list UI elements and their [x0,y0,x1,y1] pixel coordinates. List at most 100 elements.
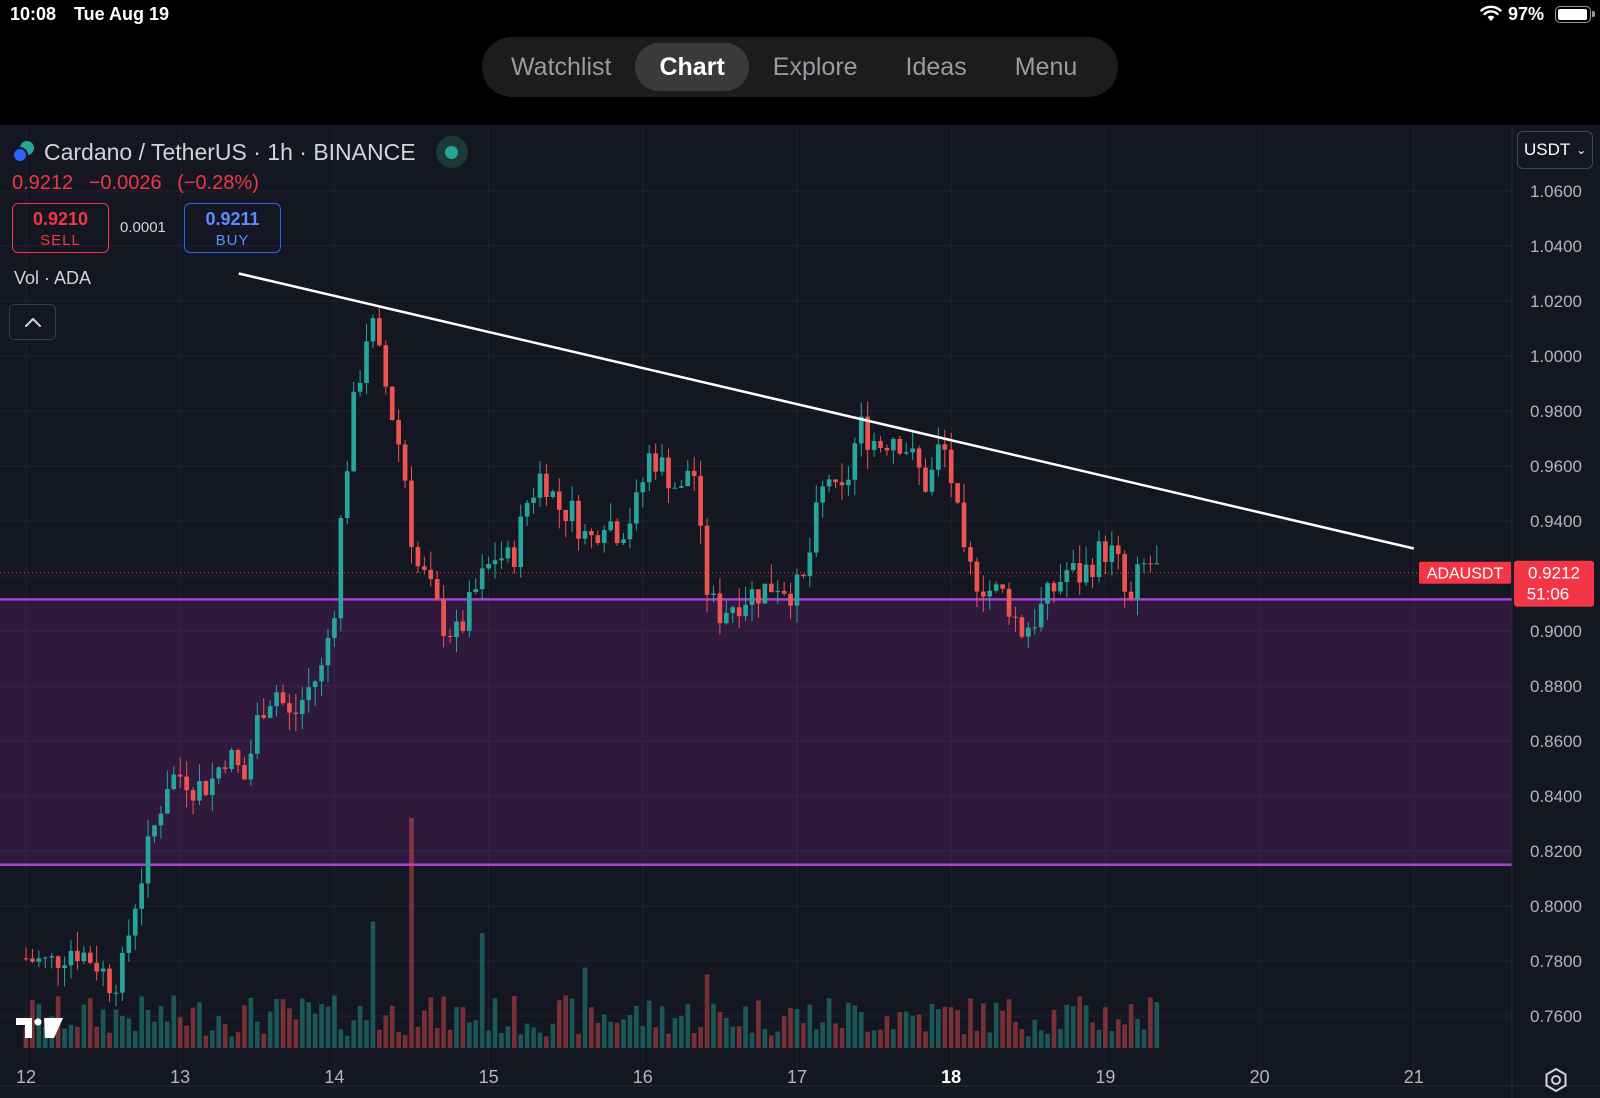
settings-gear-icon[interactable] [1543,1067,1569,1093]
buy-button[interactable]: 0.9211 BUY [184,203,281,253]
sell-price: 0.9210 [32,209,89,229]
support-zone [0,599,1512,865]
volume-indicator-label[interactable]: Vol · ADA [14,268,92,288]
price-chart[interactable]: 1.0600 1.0400 1.0200 1.0000 0.9800 0.9600 0.94… [0,125,1600,1098]
volume-bar [987,1032,993,1048]
candle-body [736,607,742,617]
candle-body [460,621,466,631]
spread-value: 0.0001 [120,219,166,236]
candle-body [1070,563,1076,571]
candle-body [299,700,305,715]
candle-body [126,935,132,953]
volume-bar [177,1017,183,1048]
candle-body [415,547,421,567]
x-tick-label: 17 [787,1067,807,1087]
currency-select[interactable]: USDT ⌄ [1517,131,1593,169]
volume-bar [961,1034,967,1048]
volume-bar [100,1009,106,1048]
candle-body [254,715,260,754]
candle-body [68,950,74,966]
volume-bar [460,1007,466,1048]
tab-watchlist[interactable]: Watchlist [511,52,612,81]
coin-pair-icon [12,141,34,163]
candle-body [267,706,273,718]
volume-bar [293,1019,299,1048]
symbol-price-tag-label: ADAUSDT [1427,566,1504,583]
candle-body [871,441,877,450]
volume-bar [383,1015,389,1048]
volume-bar [499,1032,504,1048]
candle-body [743,604,748,617]
volume-bar [955,1010,960,1048]
volume-bar [344,1035,350,1048]
volume-bar [685,1003,691,1048]
candle-body [544,473,549,497]
volume-bar [948,1007,954,1048]
volume-bar [165,1021,170,1048]
volume-bar [229,1036,234,1048]
tab-explore[interactable]: Explore [772,52,858,81]
volume-bar [254,1021,260,1048]
tab-ideas[interactable]: Ideas [905,52,967,81]
x-tick-label: 21 [1404,1067,1424,1087]
volume-bar [1128,1004,1134,1048]
volume-bar [107,1032,112,1048]
volume-bar [190,1007,196,1048]
volume-bar [897,1012,903,1048]
volume-bar [36,1004,42,1048]
candle-body [582,531,588,539]
wifi-icon [1480,5,1502,21]
volume-bar [916,1014,922,1048]
chart-area[interactable]: 1.0600 1.0400 1.0200 1.0000 0.9800 0.9600 0.94… [0,125,1600,1098]
tab-menu[interactable]: Menu [1014,52,1078,81]
candle-body [608,521,613,531]
candle-body [858,416,864,444]
candle-body [891,438,896,451]
candle-body [145,836,151,884]
candle-body [923,467,928,492]
candle-body [113,992,119,994]
volume-bar [679,1015,684,1048]
volume-bar [467,1022,472,1048]
volume-bar [1083,1005,1089,1048]
status-date: Tue Aug 19 [74,4,170,24]
volume-bar [357,1005,363,1048]
volume-bar [518,1034,524,1048]
candle-body [846,479,851,486]
candle-body [672,487,678,489]
volume-bar [274,998,279,1048]
y-tick-label: 1.0400 [1530,237,1582,256]
candle-body [717,593,723,624]
candle-body [627,523,633,540]
sell-button[interactable]: 0.9210 SELL [12,203,109,253]
candle-body [685,470,691,487]
buy-label: BUY [215,232,250,249]
candle-body [216,767,222,779]
volume-bar [691,1033,697,1048]
candle-body [184,776,189,791]
volume-bar [801,1023,806,1048]
collapse-legend-button[interactable] [9,304,56,340]
volume-bar [306,1002,312,1048]
candle-body [434,579,440,600]
volume-bar [717,1012,723,1048]
candle-body [981,591,986,597]
top-nav: Watchlist Chart Explore Ideas Menu [482,37,1118,97]
tab-chart[interactable]: Chart [635,43,749,91]
volume-bar [846,1002,851,1048]
volume-bar [1103,1007,1108,1048]
symbol-title[interactable]: Cardano / TetherUS · 1h · BINANCE [44,138,416,165]
candle-body [576,500,581,539]
volume-bar [171,995,177,1048]
candle-body [344,471,350,519]
candle-body [332,618,337,638]
battery-percent: 97% [1508,4,1545,24]
volume-bar [364,1020,369,1048]
volume-bar [1051,1009,1057,1048]
volume-bar [1032,1019,1038,1048]
volume-bar [589,1007,594,1048]
volume-bar [216,1016,222,1048]
candle-body [711,593,716,595]
current-price-value: 0.9212 [1528,564,1580,583]
symbol-header[interactable]: Cardano / TetherUS · 1h · BINANCE [12,136,468,168]
